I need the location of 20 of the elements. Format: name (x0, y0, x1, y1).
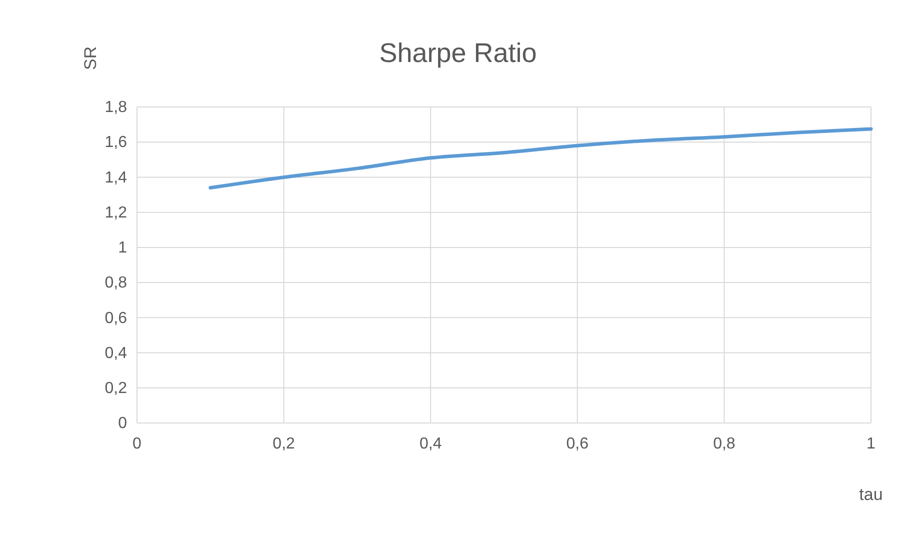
y-tick-label: 1,8 (104, 99, 128, 116)
y-tick-label: 0 (118, 415, 128, 432)
y-tick-label: 0,2 (104, 380, 128, 398)
y-tick-label: 0,4 (104, 344, 128, 362)
line-series (208, 127, 873, 190)
y-tick-label: 1,2 (104, 204, 128, 222)
x-tick-label: 0,2 (272, 435, 296, 452)
y-tick-label: 1 (118, 240, 128, 257)
x-tick-label: 0,6 (566, 435, 589, 452)
y-tick-label: 0,8 (104, 274, 128, 292)
chart-title: Sharpe Ratio (379, 38, 537, 68)
x-tick-label: 0,4 (419, 435, 442, 452)
x-tick-label: 0,8 (713, 435, 736, 452)
x-axis-title: tau (859, 485, 883, 504)
y-tick-label: 1,4 (104, 169, 128, 186)
y-tick-label: 0,6 (104, 310, 128, 327)
y-tick-label: 1,6 (104, 134, 128, 152)
y-axis-title: SR (81, 46, 100, 70)
x-tick-label: 0 (132, 435, 142, 452)
x-tick-label: 1 (866, 435, 876, 452)
